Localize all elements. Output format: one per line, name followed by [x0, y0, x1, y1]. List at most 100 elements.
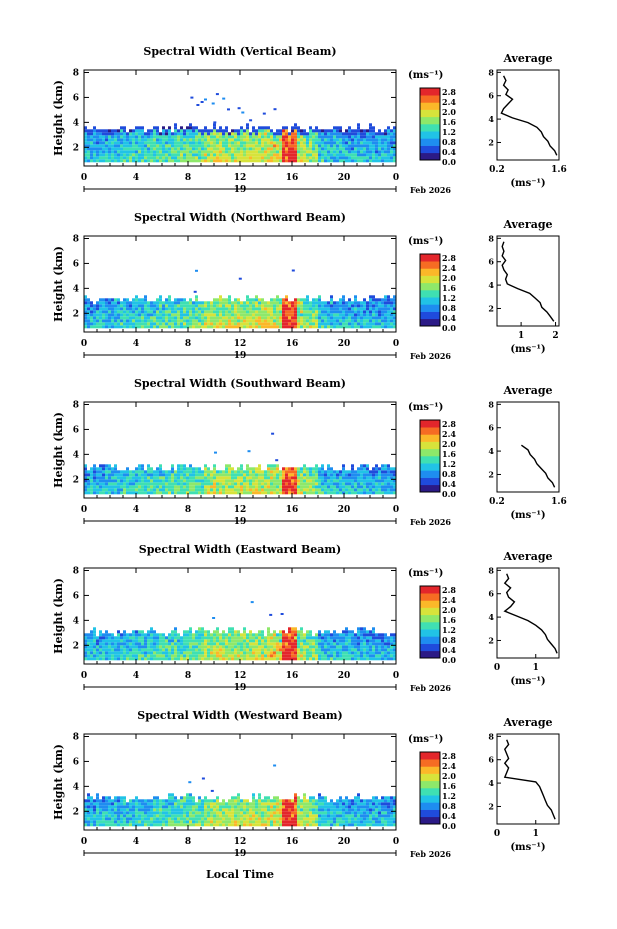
heatmap-cell	[372, 295, 375, 299]
heatmap-cell	[246, 132, 249, 136]
heatmap-cell	[216, 313, 219, 317]
heatmap-cell	[381, 325, 384, 329]
heatmap-cell	[222, 488, 225, 492]
heatmap-cell	[195, 150, 198, 154]
heatmap-cell	[255, 325, 258, 329]
heatmap-cell	[240, 473, 243, 477]
heatmap-cell	[318, 491, 321, 495]
heatmap-cell	[141, 651, 144, 655]
heatmap-cell	[171, 645, 174, 649]
heatmap-cell	[381, 633, 384, 637]
heatmap-cell	[222, 645, 225, 649]
heatmap-cell	[189, 808, 192, 812]
heatmap-cell	[177, 639, 180, 643]
heatmap-cell	[234, 479, 237, 483]
heatmap-cell	[342, 313, 345, 317]
heatmap-cell	[261, 141, 264, 145]
heatmap-cell	[327, 654, 330, 658]
heatmap-cell	[318, 636, 321, 640]
heatmap-cell	[132, 135, 135, 139]
heatmap-cell	[324, 491, 327, 495]
heatmap-cell	[90, 811, 93, 815]
heatmap-cell	[180, 304, 183, 308]
heatmap-cell	[318, 642, 321, 646]
heatmap-cell	[339, 325, 342, 329]
heatmap-cell	[318, 304, 321, 308]
heatmap-cell	[342, 141, 345, 145]
heatmap-cell	[366, 319, 369, 323]
heatmap-cell	[315, 319, 318, 323]
heatmap-cell	[156, 126, 159, 130]
heatmap-cell	[219, 153, 222, 157]
heatmap-cell	[138, 488, 141, 492]
heatmap-cell	[135, 633, 138, 637]
heatmap-cell	[321, 316, 324, 320]
heatmap-cell	[336, 633, 339, 637]
heatmap-cell	[321, 313, 324, 317]
heatmap-cell	[390, 467, 393, 471]
heatmap-cell	[207, 156, 210, 160]
heatmap-cell	[108, 805, 111, 809]
heatmap-cell	[360, 159, 363, 163]
heatmap-cell	[192, 485, 195, 489]
heatmap-cell	[138, 325, 141, 329]
heatmap-cell	[180, 796, 183, 800]
heatmap-cell	[201, 156, 204, 160]
heatmap-cell	[84, 479, 87, 483]
heatmap-cell	[204, 476, 207, 480]
heatmap-cell	[108, 814, 111, 818]
heatmap-cell	[366, 639, 369, 643]
heatmap-cell	[285, 470, 288, 474]
heatmap-cell	[162, 802, 165, 806]
heatmap-cell	[186, 642, 189, 646]
heatmap-cell	[273, 132, 276, 136]
heatmap-cell	[183, 657, 186, 661]
profile-line	[501, 241, 555, 322]
heatmap-cell	[105, 316, 108, 320]
x-tick-label: 20	[338, 173, 351, 183]
heatmap-cell	[189, 147, 192, 151]
heatmap-cell	[276, 491, 279, 495]
heatmap-cell	[375, 657, 378, 661]
heatmap-cell	[162, 135, 165, 139]
heatmap-cell	[141, 298, 144, 302]
heatmap-cell	[201, 654, 204, 658]
heatmap-cell	[135, 141, 138, 145]
heatmap-cell	[258, 482, 261, 486]
heatmap-cell	[243, 319, 246, 323]
heatmap-cell	[222, 319, 225, 323]
heatmap-cell	[393, 316, 396, 320]
heatmap-cell	[120, 482, 123, 486]
heatmap-cell	[309, 473, 312, 477]
heatmap-cell	[186, 150, 189, 154]
heatmap-cell	[243, 307, 246, 311]
heatmap-cell	[210, 310, 213, 314]
heatmap-cell	[333, 322, 336, 326]
heatmap-cell	[174, 636, 177, 640]
heatmap-cell	[177, 304, 180, 308]
heatmap-cell	[303, 464, 306, 468]
heatmap-cell	[147, 132, 150, 136]
heatmap-cell	[165, 485, 168, 489]
heatmap-cell	[342, 325, 345, 329]
heatmap-cell	[135, 473, 138, 477]
heatmap-cell	[366, 464, 369, 468]
heatmap-cell	[321, 482, 324, 486]
heatmap-cell	[294, 482, 297, 486]
heatmap-cell	[249, 636, 252, 640]
heatmap-cell	[357, 159, 360, 163]
heatmap-cell	[327, 153, 330, 157]
heatmap-cell	[144, 159, 147, 163]
heatmap-cell	[165, 129, 168, 133]
heatmap-cell	[150, 654, 153, 658]
heatmap-cell	[237, 147, 240, 151]
heatmap-cell	[135, 648, 138, 652]
heatmap-cell	[159, 479, 162, 483]
heatmap-cell	[138, 138, 141, 142]
heatmap-cell	[138, 636, 141, 640]
heatmap-cell	[264, 470, 267, 474]
colorbar-segment	[420, 470, 440, 478]
heatmap-cell	[258, 298, 261, 302]
heatmap-cell	[93, 633, 96, 637]
heatmap-cell	[99, 132, 102, 136]
